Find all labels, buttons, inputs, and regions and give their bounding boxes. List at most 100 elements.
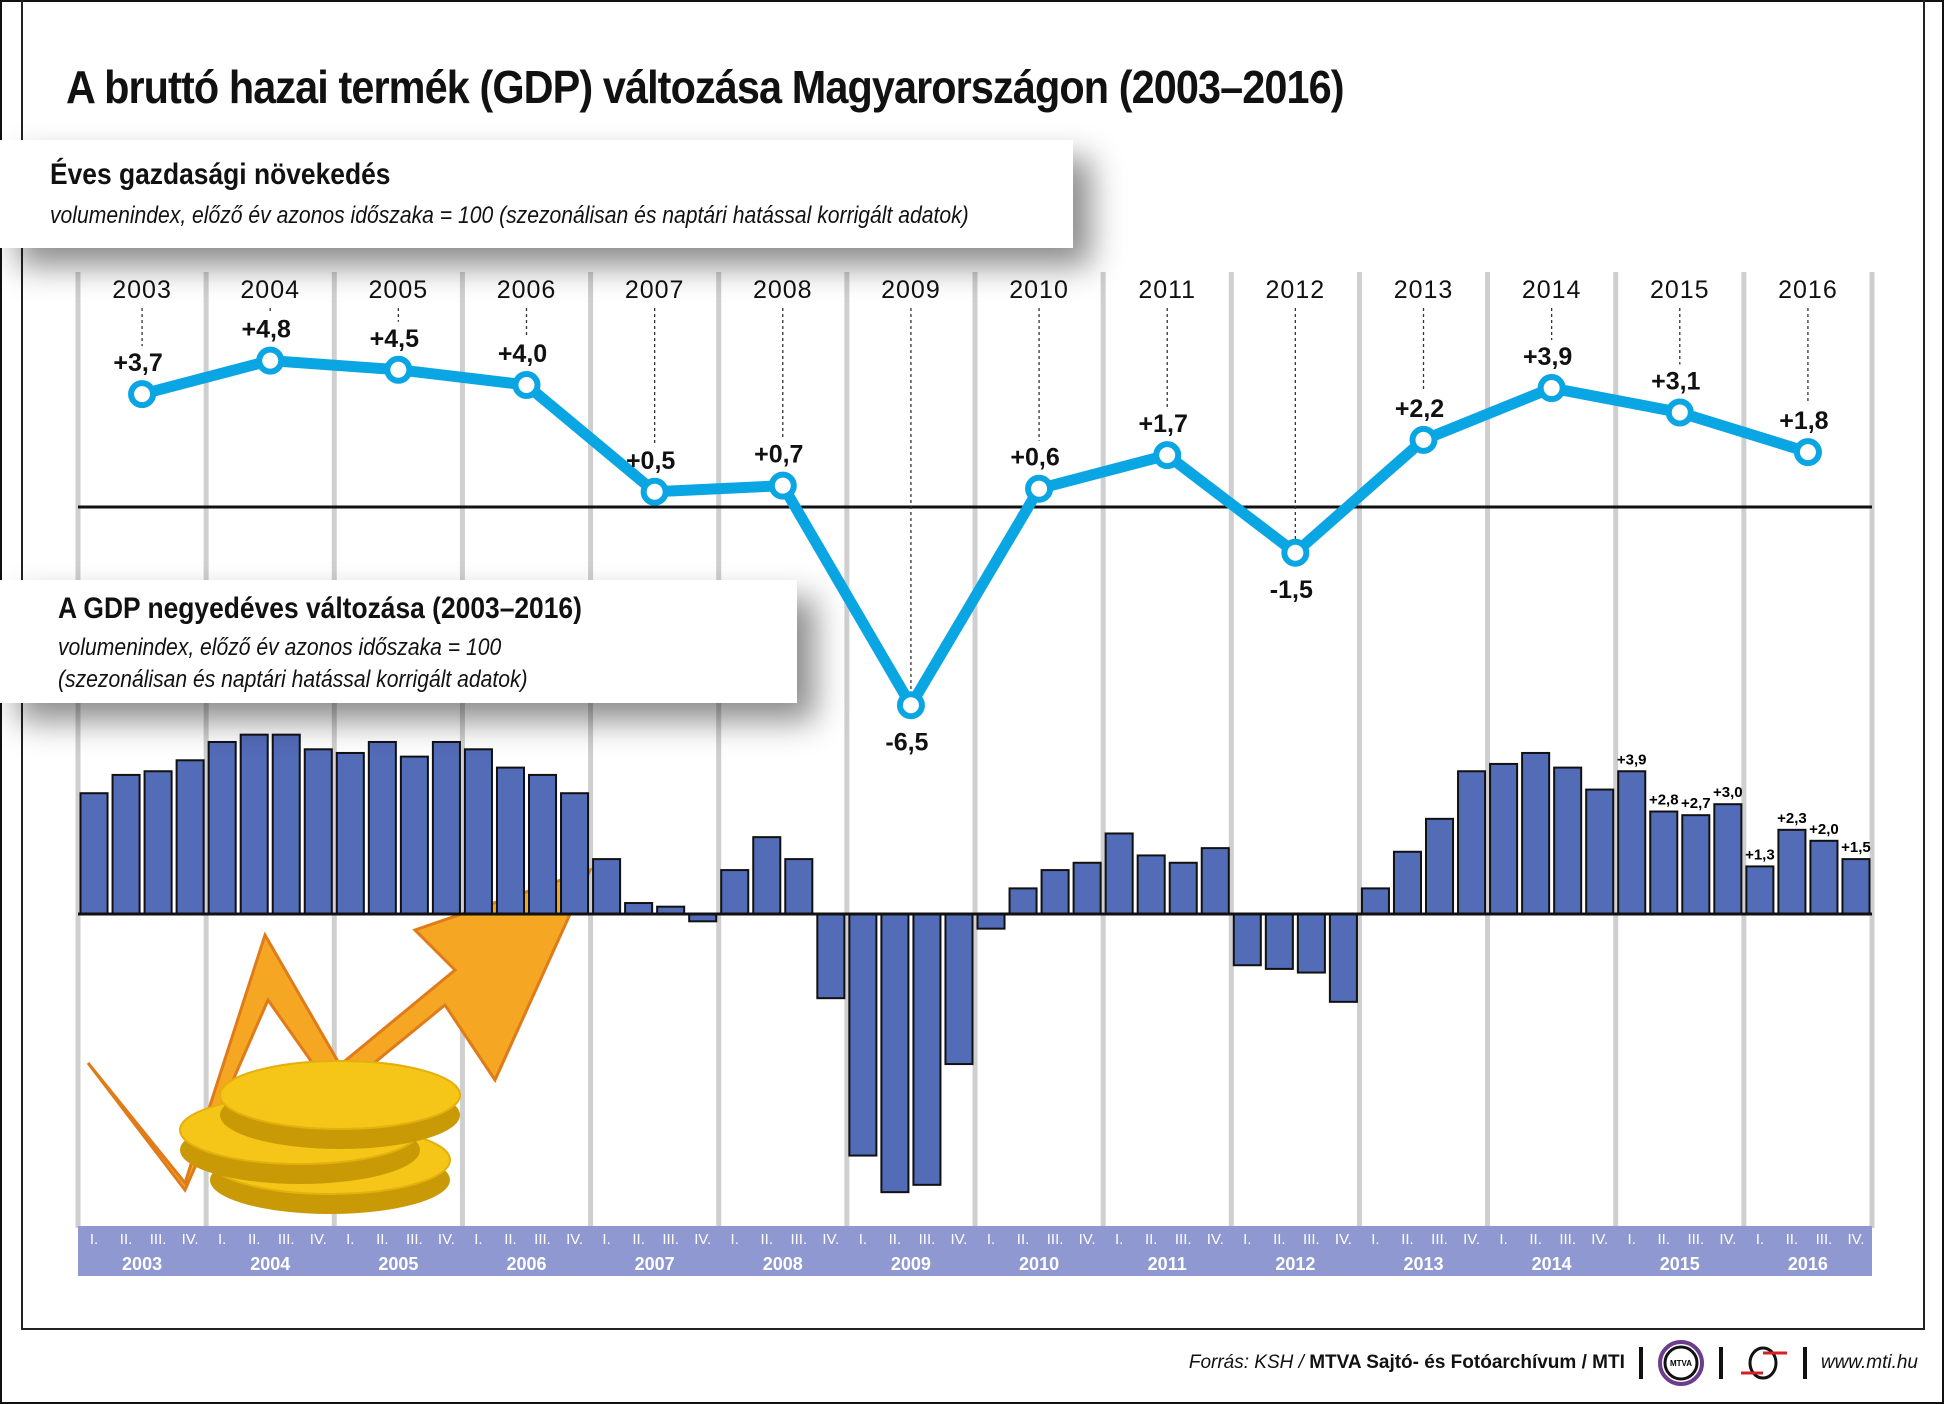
annual-point	[1153, 441, 1182, 470]
year-label: 2003	[112, 276, 172, 304]
quarter-bar	[495, 766, 526, 915]
year-label: 2015	[1650, 276, 1710, 304]
year-label: 2006	[497, 276, 557, 304]
bar-data-label: +2,7	[1681, 795, 1711, 812]
quarter-bar	[720, 869, 750, 916]
quarter-bar	[1392, 850, 1422, 916]
quarter-bar	[1264, 913, 1294, 970]
quarter-bar	[944, 913, 974, 1066]
year-tick-label: 2012	[1275, 1254, 1315, 1274]
quarter-bar	[1328, 913, 1358, 1003]
quarter-tick-label: II.	[504, 1231, 517, 1248]
quarter-tick-label: III.	[278, 1231, 295, 1248]
quarter-bar	[816, 913, 846, 1000]
annual-data-label: +2,2	[1395, 395, 1444, 423]
quarter-bar	[1713, 803, 1743, 916]
footer: Forrás: KSH / MTVA Sajtó- és Fotóarchívu…	[1188, 1340, 1918, 1386]
quarter-bar	[207, 740, 237, 915]
quarter-bar	[175, 759, 205, 916]
quarter-bar	[431, 740, 461, 915]
source-agency: MTVA Sajtó- és Fotóarchívum / MTI	[1309, 1352, 1625, 1373]
quarter-tick-label: II.	[761, 1231, 774, 1248]
quarter-bar	[239, 733, 269, 915]
quarter-tick-label: II.	[248, 1231, 261, 1248]
annual-point	[256, 346, 285, 375]
quarter-bar	[1617, 770, 1647, 916]
annual-data-label: +0,6	[1010, 444, 1059, 472]
quarterly-chart-title: A GDP negyedéves változása (2003–2016)	[58, 592, 582, 625]
annual-data-label: +4,8	[242, 316, 291, 344]
quarter-bar	[1168, 861, 1198, 916]
year-label: 2014	[1522, 276, 1582, 304]
bar-data-label: +1,3	[1745, 846, 1775, 863]
quarter-tick-label: III.	[1559, 1231, 1576, 1248]
annual-data-label: +4,0	[498, 340, 547, 368]
divider	[1718, 1347, 1723, 1379]
quarter-bar	[1681, 814, 1711, 915]
year-label: 2008	[753, 276, 813, 304]
quarter-tick-label: IV.	[694, 1231, 711, 1248]
quarter-bar	[367, 740, 397, 915]
annual-point	[1537, 374, 1566, 403]
quarter-tick-label: III.	[1816, 1231, 1833, 1248]
annual-point	[1409, 425, 1438, 454]
quarter-tick-label: IV.	[1719, 1231, 1736, 1248]
quarter-tick-label: III.	[1431, 1231, 1448, 1248]
quarter-bar	[399, 755, 429, 915]
year-label: 2005	[369, 276, 429, 304]
year-label: 2007	[625, 276, 685, 304]
quarter-bar	[463, 748, 493, 915]
quarter-tick-label: I.	[90, 1231, 98, 1248]
quarter-bar	[1104, 832, 1134, 915]
year-label: 2012	[1266, 276, 1326, 304]
quarter-bar	[752, 836, 782, 916]
coin-icon	[219, 1060, 461, 1130]
quarter-tick-label: II.	[632, 1231, 645, 1248]
annual-point	[896, 691, 925, 720]
quarter-tick-label: III.	[662, 1231, 679, 1248]
annual-point	[384, 355, 413, 384]
year-tick-label: 2006	[506, 1254, 546, 1274]
quarterly-change-header: A GDP negyedéves változása (2003–2016) v…	[0, 580, 797, 703]
quarter-bar	[111, 773, 141, 915]
quarter-bar	[335, 751, 365, 916]
page-title: A bruttó hazai termék (GDP) változása Ma…	[66, 61, 1345, 113]
quarter-tick-label: III.	[1687, 1231, 1704, 1248]
quarter-tick-label: II.	[120, 1231, 133, 1248]
annual-point	[512, 371, 541, 399]
quarter-bar	[1136, 854, 1166, 916]
quarter-bar	[1457, 770, 1487, 916]
quarter-bar	[560, 792, 590, 915]
quarter-bar	[1008, 887, 1038, 916]
year-label: 2013	[1394, 276, 1454, 304]
year-label: 2011	[1138, 276, 1196, 304]
quarter-bar	[271, 733, 301, 915]
quarter-tick-label: IV.	[822, 1231, 839, 1248]
annual-data-label: +0,7	[754, 441, 803, 469]
annual-growth-line	[140, 355, 1810, 711]
bar-data-label: +1,5	[1841, 839, 1871, 856]
quarter-tick-label: IV.	[1207, 1231, 1224, 1248]
quarter-bar	[1360, 887, 1390, 916]
source-prefix: Forrás: KSH /	[1188, 1352, 1310, 1373]
quarter-bar	[912, 913, 942, 1186]
quarter-tick-label: III.	[534, 1231, 551, 1248]
quarter-bar	[528, 773, 558, 915]
year-label: 2009	[881, 276, 941, 304]
quarter-tick-label: III.	[1175, 1231, 1192, 1248]
year-tick-label: 2009	[891, 1254, 931, 1274]
quarter-tick-label: IV.	[182, 1231, 199, 1248]
quarter-bar	[1841, 858, 1871, 915]
quarter-bar	[79, 792, 109, 915]
annual-data-label: +1,8	[1779, 407, 1828, 435]
svg-text:MTVA: MTVA	[1670, 1359, 1692, 1368]
quarter-bar	[1809, 839, 1839, 915]
annual-point	[768, 471, 797, 500]
quarter-bar	[848, 913, 878, 1157]
quarter-tick-label: III.	[790, 1231, 807, 1248]
year-tick-label: 2014	[1532, 1254, 1572, 1274]
annual-data-label: +3,1	[1651, 367, 1700, 395]
quarter-tick-label: IV.	[438, 1231, 455, 1248]
quarter-bar	[1777, 828, 1807, 916]
quarter-tick-label: II.	[1145, 1231, 1158, 1248]
